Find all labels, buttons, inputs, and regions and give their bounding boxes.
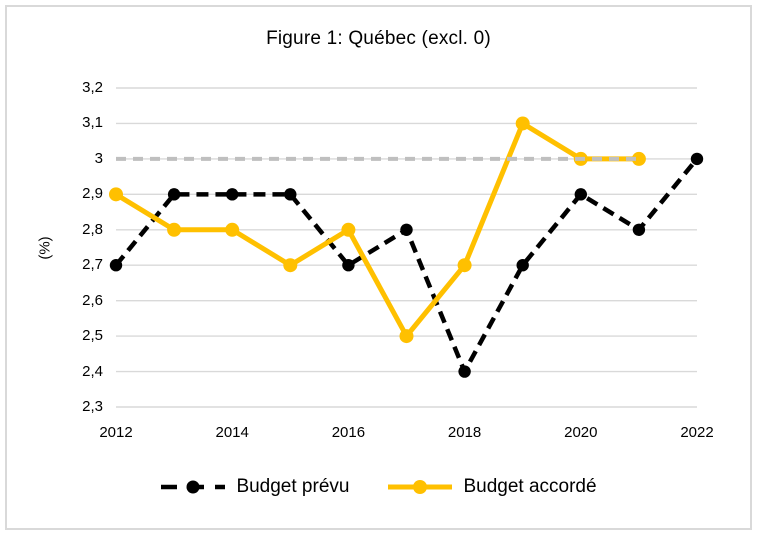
solid-line-marker-icon — [388, 480, 453, 494]
x-tick-label: 2020 — [564, 424, 598, 441]
y-tick-label: 3,2 — [82, 79, 103, 96]
dashed-line-marker-icon — [161, 480, 226, 494]
y-tick-label: 2,9 — [82, 185, 103, 203]
x-tick-label: 2012 — [99, 424, 133, 441]
x-tick-label: 2016 — [331, 424, 366, 441]
chart-border — [5, 5, 752, 530]
y-tick-label: 2,4 — [82, 362, 103, 380]
legend-label-budget-accorde: Budget accordé — [463, 476, 597, 497]
legend-item-budget-accorde: Budget accordé — [387, 476, 597, 498]
y-tick-label: 2,3 — [82, 398, 103, 415]
x-tick-label: 2014 — [215, 424, 249, 441]
legend-item-budget-prevu: Budget prévu — [160, 476, 349, 498]
y-tick-label: 2,7 — [82, 256, 103, 274]
y-tick-label: 2,8 — [82, 220, 103, 238]
y-tick-label: 2,6 — [82, 291, 103, 309]
legend: Budget prévu Budget accordé — [0, 476, 757, 498]
x-tick-label: 2022 — [680, 424, 714, 441]
legend-label-budget-prevu: Budget prévu — [236, 476, 350, 497]
y-tick-label: 3,1 — [82, 114, 103, 132]
y-tick-label: 3 — [94, 149, 103, 167]
chart-title: Figure 1: Québec (excl. 0) — [266, 28, 491, 49]
y-tick-label: 2,5 — [82, 327, 103, 345]
x-tick-label: 2018 — [447, 424, 482, 441]
